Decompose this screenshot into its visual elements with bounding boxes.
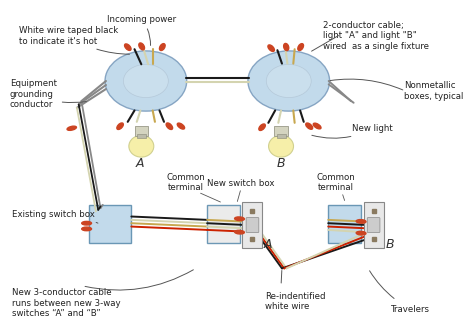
Text: Nonmetallic
boxes, typical: Nonmetallic boxes, typical (404, 81, 464, 101)
Ellipse shape (235, 230, 245, 234)
Ellipse shape (82, 221, 91, 225)
FancyBboxPatch shape (276, 134, 285, 138)
FancyBboxPatch shape (274, 126, 288, 136)
Ellipse shape (269, 135, 293, 157)
Text: A: A (136, 157, 145, 170)
Text: New switch box: New switch box (208, 179, 275, 188)
Text: New light: New light (312, 124, 393, 138)
Text: White wire taped black
to indicate it's hot: White wire taped black to indicate it's … (19, 26, 129, 54)
Circle shape (248, 51, 329, 111)
Text: Common
terminal: Common terminal (316, 173, 355, 192)
Ellipse shape (259, 124, 265, 130)
Ellipse shape (82, 227, 91, 231)
Ellipse shape (283, 43, 289, 51)
FancyBboxPatch shape (364, 202, 383, 248)
Text: New 3-conductor cable
runs between new 3-way
switches “A” and “B”: New 3-conductor cable runs between new 3… (12, 289, 121, 318)
Circle shape (123, 65, 168, 97)
Ellipse shape (298, 44, 303, 50)
Ellipse shape (166, 123, 173, 129)
Text: Common
terminal: Common terminal (166, 173, 205, 192)
Circle shape (266, 65, 311, 97)
Ellipse shape (139, 43, 145, 50)
FancyBboxPatch shape (135, 126, 148, 136)
Text: B: B (386, 238, 394, 251)
Ellipse shape (235, 217, 245, 220)
Ellipse shape (306, 123, 313, 129)
Text: Incoming power: Incoming power (107, 14, 176, 45)
Ellipse shape (356, 220, 366, 223)
FancyBboxPatch shape (207, 205, 240, 243)
FancyBboxPatch shape (367, 218, 380, 233)
Ellipse shape (125, 44, 131, 50)
FancyBboxPatch shape (137, 134, 146, 138)
Text: Equipment
grounding
conductor: Equipment grounding conductor (10, 80, 86, 109)
Ellipse shape (129, 135, 154, 157)
Text: 2-conductor cable;
light "A" and light "B"
wired  as a single fixture: 2-conductor cable; light "A" and light "… (323, 21, 429, 51)
Text: B: B (277, 157, 285, 170)
FancyBboxPatch shape (243, 202, 263, 248)
Circle shape (105, 51, 187, 111)
FancyBboxPatch shape (246, 218, 259, 233)
Ellipse shape (117, 123, 123, 129)
Ellipse shape (268, 45, 274, 51)
FancyBboxPatch shape (89, 205, 131, 243)
Ellipse shape (356, 231, 366, 235)
Ellipse shape (67, 126, 76, 130)
FancyBboxPatch shape (328, 205, 361, 243)
Ellipse shape (159, 44, 165, 50)
Text: Travelers: Travelers (391, 305, 430, 314)
Text: Existing switch box: Existing switch box (12, 210, 98, 223)
Text: Re-indentified
white wire: Re-indentified white wire (264, 292, 325, 311)
Text: A: A (264, 238, 273, 251)
Ellipse shape (177, 123, 184, 129)
Ellipse shape (313, 123, 321, 129)
